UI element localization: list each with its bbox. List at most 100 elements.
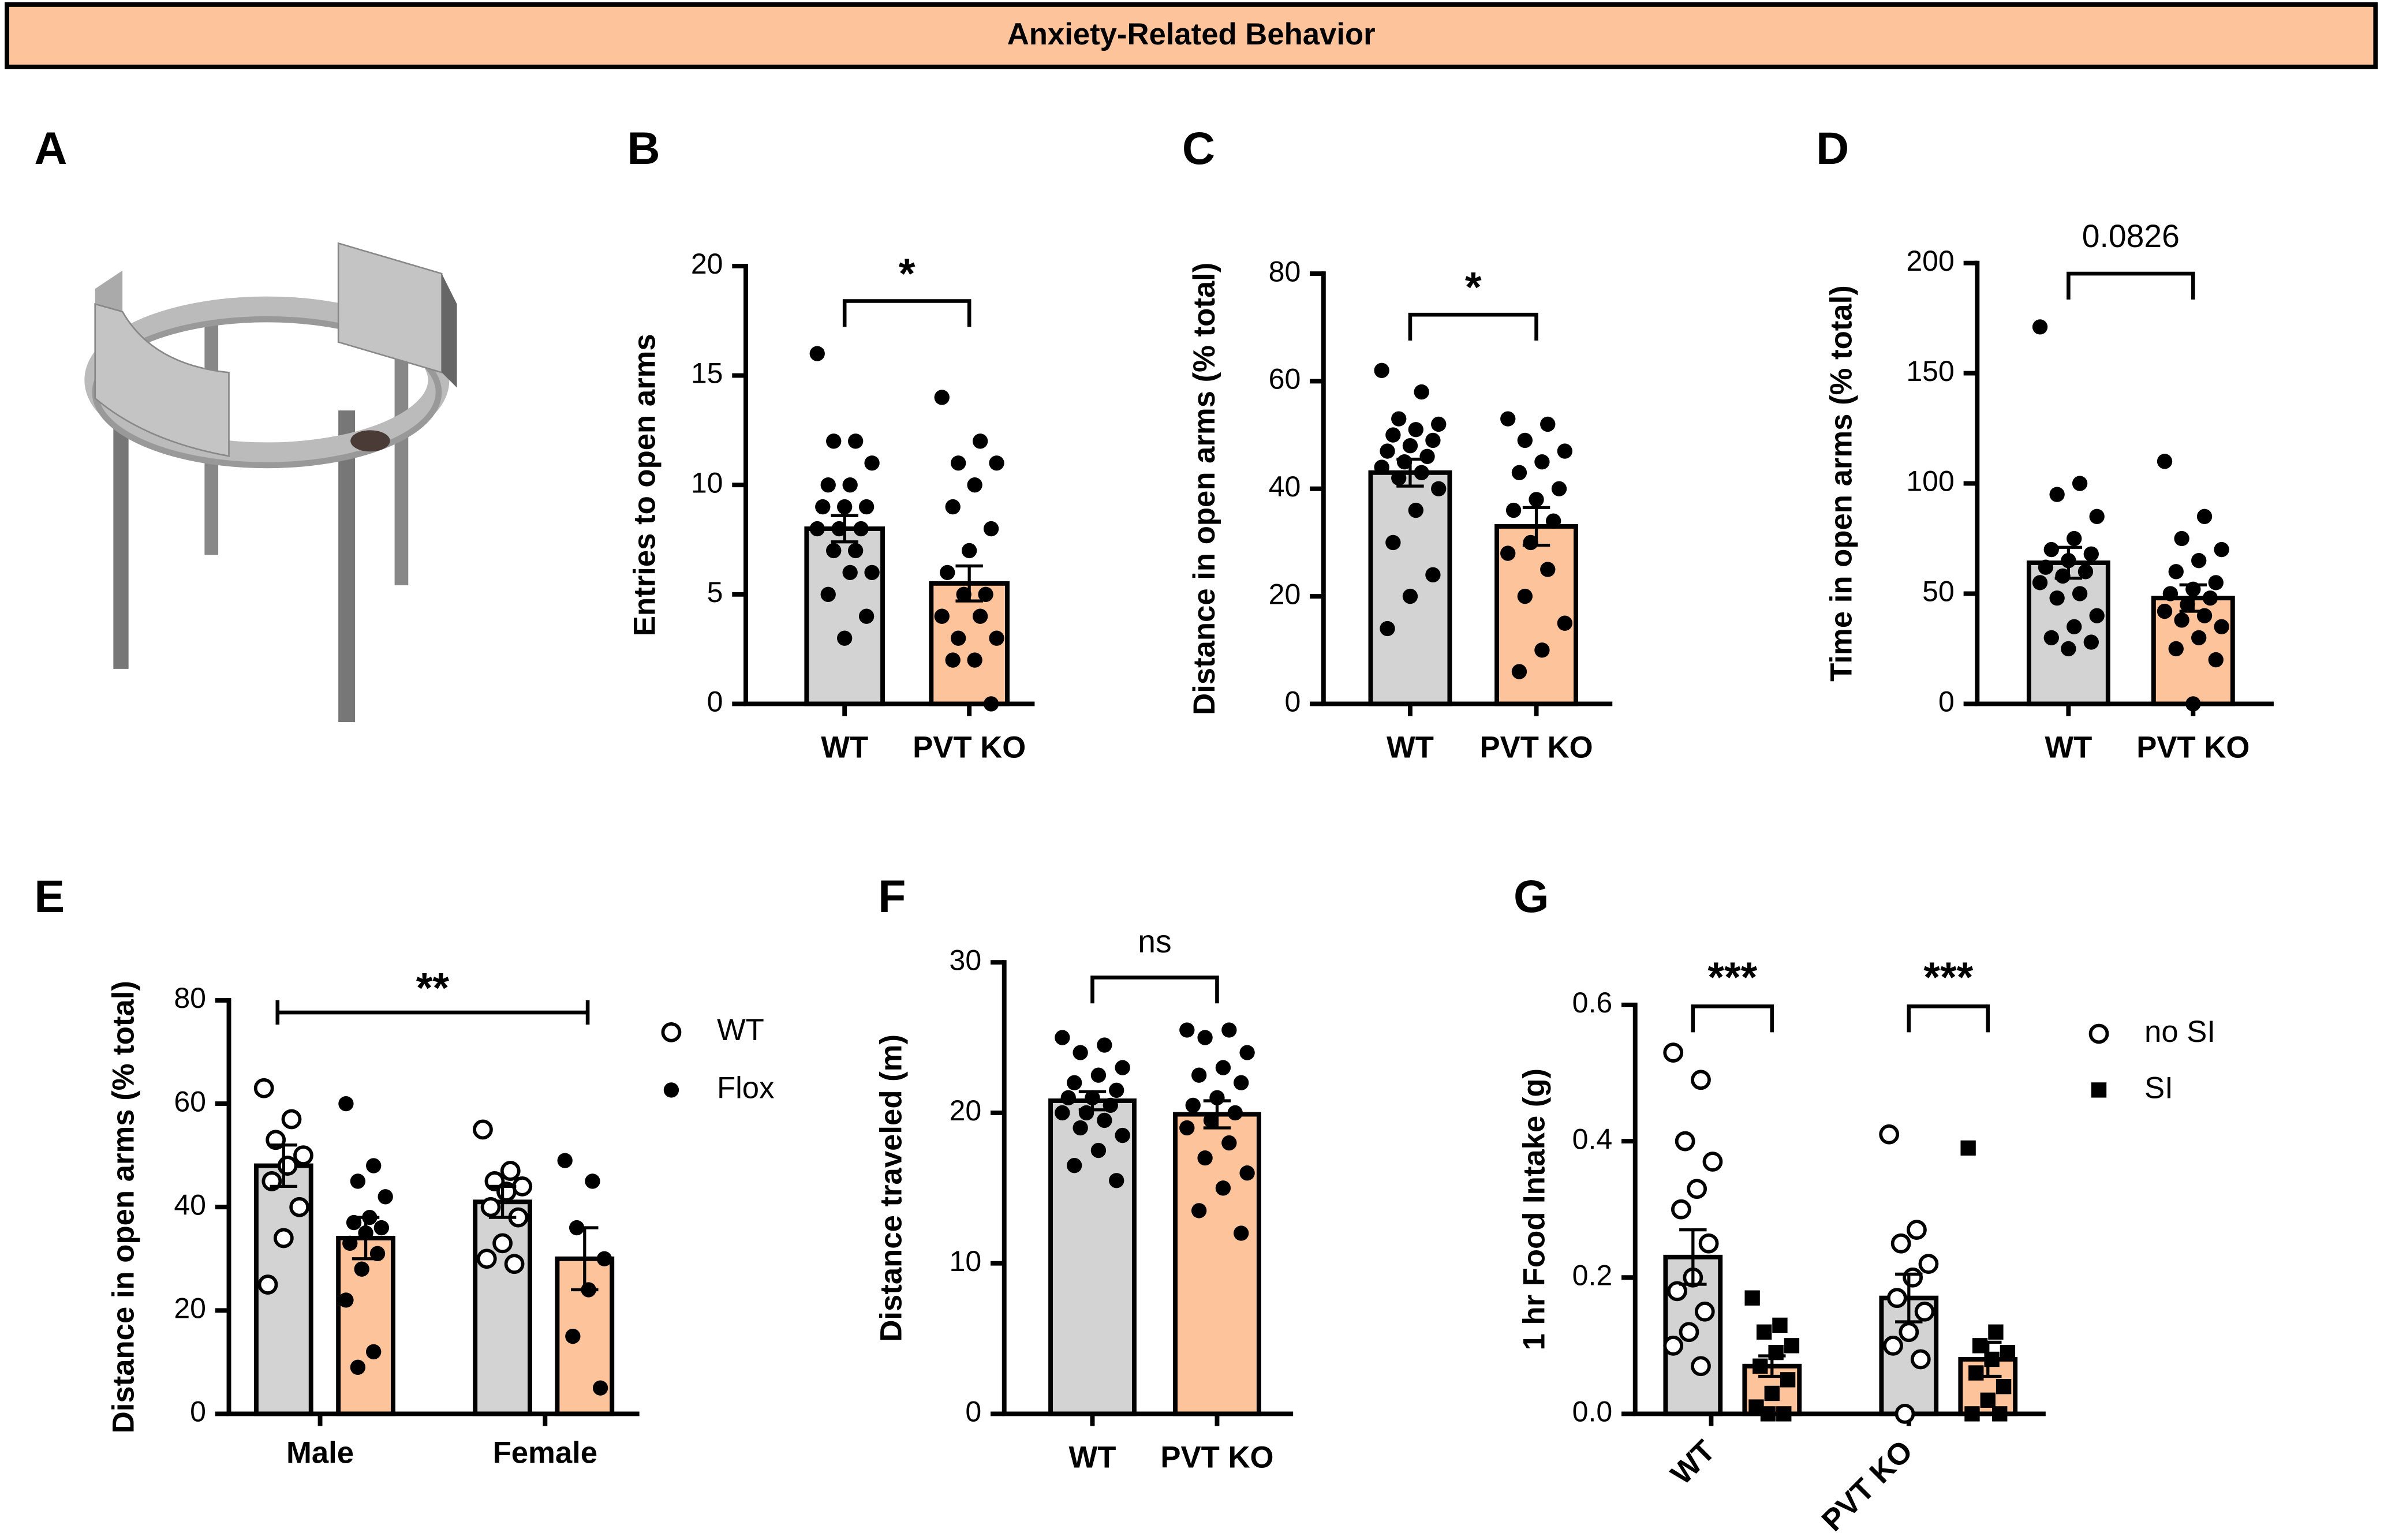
error-bar: [488, 1184, 517, 1219]
data-point: [1551, 481, 1567, 496]
x-tick-label: PVT KO: [913, 730, 1026, 764]
data-point: [858, 499, 875, 515]
data-point: [500, 1161, 521, 1181]
data-point: [1964, 1406, 1980, 1422]
data-point: [1391, 470, 1407, 486]
significance-bracket: [842, 299, 971, 327]
data-point: [1772, 1317, 1788, 1333]
data-point: [951, 455, 966, 471]
legend-marker: [2088, 1023, 2109, 1044]
error-bar: [1758, 1354, 1786, 1378]
y-tick-label: 0: [707, 686, 723, 718]
data-point: [815, 499, 831, 515]
data-point: [1385, 427, 1401, 443]
data-point: [289, 1197, 310, 1217]
significance-label: 0.0826: [2082, 218, 2180, 254]
data-point: [1972, 1338, 1988, 1354]
data-point: [1179, 1022, 1195, 1038]
data-point: [2174, 530, 2189, 547]
data-point: [1517, 588, 1533, 604]
y-tick-label: 20: [174, 1292, 206, 1325]
data-point: [934, 608, 950, 624]
data-point: [1698, 1233, 1719, 1254]
error-bar: [831, 514, 858, 544]
data-point: [1968, 1365, 1984, 1381]
data-point: [1402, 588, 1418, 604]
data-point: [354, 1261, 369, 1277]
data-point: [1380, 621, 1395, 637]
error-bar: [1078, 1090, 1107, 1112]
data-point: [2049, 590, 2065, 606]
data-point: [1691, 1070, 1711, 1090]
header-title: Anxiety-Related Behavior: [1007, 17, 1376, 51]
data-point: [1500, 411, 1516, 427]
legend-label: WT: [717, 1013, 764, 1047]
header-box: [5, 2, 2378, 69]
y-tick-label: 20: [691, 248, 723, 280]
data-point: [2168, 564, 2184, 580]
data-point: [557, 1153, 573, 1168]
legend-label: no SI: [2144, 1015, 2215, 1049]
x-tick-label: Female: [493, 1436, 597, 1470]
data-point: [1540, 562, 1556, 577]
error-bar: [2054, 545, 2083, 580]
data-point: [2157, 454, 2173, 469]
data-point: [972, 433, 988, 449]
data-point: [2077, 564, 2094, 580]
data-point: [1988, 1324, 2004, 1340]
y-tick-label: 0.2: [1572, 1259, 1613, 1291]
error-bar: [270, 1143, 298, 1188]
data-point: [350, 1173, 366, 1189]
data-point: [1115, 1127, 1130, 1143]
data-point: [1903, 1267, 1923, 1288]
y-tick-label: 0: [965, 1396, 981, 1428]
data-point: [373, 1220, 390, 1236]
legend-label: Flox: [717, 1071, 774, 1105]
y-tick-label: 80: [174, 982, 206, 1014]
data-point: [1374, 362, 1389, 378]
data-point: [961, 543, 977, 559]
y-axis-label: Distance in open arms (% total): [106, 981, 140, 1433]
data-point: [1910, 1349, 1931, 1370]
data-point: [1992, 1406, 2008, 1422]
data-point: [989, 455, 1004, 471]
data-point: [842, 477, 858, 493]
data-point: [1540, 416, 1556, 432]
data-point: [273, 1228, 294, 1249]
data-point: [1408, 422, 1423, 438]
data-point: [1239, 1165, 1255, 1181]
data-point: [1414, 465, 1429, 480]
data-point: [1221, 1135, 1237, 1151]
data-point: [864, 565, 880, 581]
y-tick-label: 50: [1922, 575, 1955, 608]
data-point: [967, 477, 982, 493]
significance-label: **: [416, 964, 450, 1012]
data-point: [2214, 541, 2229, 558]
data-point: [1380, 443, 1395, 459]
data-point: [1239, 1045, 1255, 1060]
data-point: [1663, 1335, 1684, 1356]
data-point: [1545, 513, 1561, 529]
data-point: [1197, 1150, 1213, 1166]
data-point: [342, 1235, 358, 1251]
y-tick-label: 80: [1269, 255, 1301, 287]
data-point: [1191, 1067, 1207, 1083]
data-point: [277, 1156, 298, 1176]
data-point: [967, 652, 982, 668]
y-axis-label: 1 hr Food Intake (g): [1517, 1068, 1551, 1351]
data-point: [293, 1145, 313, 1166]
data-point: [2174, 612, 2189, 628]
data-point: [253, 1078, 274, 1098]
data-point: [1215, 1180, 1231, 1196]
data-point: [1391, 411, 1407, 427]
data-point: [1109, 1082, 1124, 1098]
data-point: [2196, 509, 2213, 524]
data-point: [2208, 652, 2224, 668]
data-point: [1060, 1090, 1076, 1106]
data-point: [476, 1249, 497, 1269]
data-point: [1067, 1158, 1082, 1173]
data-point: [2032, 319, 2048, 335]
y-axis-label: Entries to open arms: [628, 334, 662, 636]
y-tick-label: 0: [1938, 686, 1955, 718]
data-point: [1511, 465, 1527, 480]
